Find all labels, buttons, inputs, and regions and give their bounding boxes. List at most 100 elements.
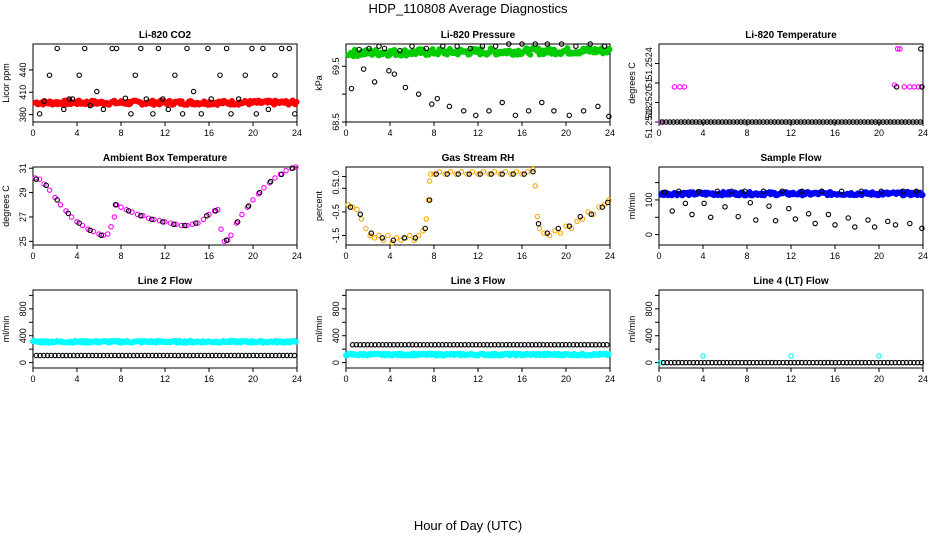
data-point: [90, 228, 97, 235]
data-point: [234, 219, 241, 225]
data-point: [171, 352, 178, 359]
data-point: [195, 220, 201, 226]
data-point: [354, 206, 360, 213]
data-point: [776, 359, 783, 366]
data-point: [171, 221, 177, 228]
data-point: [194, 352, 200, 359]
data-point: [168, 352, 174, 359]
panel-5: Gas Stream RH percent 0 4 8 12 16 20 24 -1.5 -0.5 0…: [314, 153, 615, 261]
data-point: [164, 352, 170, 359]
data-point: [371, 79, 378, 85]
data-point: [412, 235, 419, 241]
data-point: [127, 352, 133, 359]
data-point: [817, 359, 824, 366]
panel-9: Line 4 (LT) Flow ml/min 0 4 8 12 16 20 24 0 400 800: [627, 276, 928, 384]
y-tick-label: 31: [18, 163, 28, 173]
x-tick-label: 24: [605, 128, 615, 138]
data-point: [76, 220, 82, 226]
data-point: [94, 88, 100, 95]
series-2: [659, 46, 925, 125]
data-point: [671, 84, 678, 90]
data-point: [782, 119, 789, 125]
data-point: [780, 359, 786, 366]
y-tick-label: 0: [644, 232, 654, 237]
data-point: [423, 216, 430, 222]
data-point: [193, 220, 199, 226]
data-point: [426, 178, 433, 184]
data-point: [272, 352, 279, 359]
data-point: [372, 342, 378, 348]
data-point: [548, 342, 554, 348]
data-point: [134, 352, 141, 359]
data-point: [766, 203, 772, 209]
data-point: [573, 43, 579, 49]
data-point: [435, 342, 442, 348]
x-tick-label: 16: [830, 374, 840, 384]
data-point: [589, 342, 595, 348]
data-point: [894, 46, 901, 52]
data-point: [832, 222, 838, 228]
data-point: [69, 96, 76, 102]
data-point: [566, 112, 573, 119]
data-point: [401, 235, 408, 241]
data-point: [278, 45, 285, 52]
data-point: [746, 359, 753, 366]
data-point: [896, 359, 902, 366]
data-point: [857, 119, 864, 125]
panel-title: Li-820 Temperature: [745, 30, 837, 41]
data-point: [790, 119, 796, 125]
data-point: [840, 359, 846, 366]
data-point: [745, 119, 752, 125]
x-tick-label: 20: [874, 374, 884, 384]
x-tick-label: 0: [656, 128, 661, 138]
data-point: [224, 352, 230, 359]
data-point: [731, 359, 738, 366]
data-point: [278, 171, 285, 178]
data-point: [876, 353, 882, 359]
plot-frame: [658, 166, 924, 246]
data-point: [89, 352, 96, 359]
x-tick-label: 8: [118, 374, 123, 384]
data-point: [713, 359, 719, 366]
panel-title: Ambient Box Temperature: [103, 153, 228, 164]
data-point: [348, 85, 355, 92]
series-2: [36, 45, 298, 117]
data-point: [179, 111, 186, 117]
data-point: [907, 220, 913, 227]
x-tick-label: 24: [918, 251, 928, 261]
data-point: [716, 359, 723, 366]
x-tick-label: 4: [700, 128, 705, 138]
data-point: [44, 352, 51, 359]
x-tick-label: 0: [30, 128, 35, 138]
data-point: [779, 188, 785, 195]
series-2: [348, 41, 612, 120]
x-tick-label: 0: [343, 251, 348, 261]
data-point: [55, 352, 62, 359]
data-point: [402, 342, 408, 348]
data-point: [686, 359, 693, 366]
data-point: [41, 98, 47, 104]
data-point: [881, 359, 887, 366]
data-point: [242, 72, 249, 78]
data-point: [786, 119, 793, 125]
data-point: [385, 232, 391, 239]
data-point: [779, 119, 785, 125]
data-point: [587, 41, 593, 47]
x-tick-label: 4: [700, 374, 705, 384]
data-point: [145, 215, 152, 221]
data-point: [361, 342, 367, 348]
x-tick-label: 0: [343, 374, 348, 384]
data-point: [67, 352, 73, 359]
data-point: [422, 225, 428, 232]
x-tick-label: 12: [473, 128, 483, 138]
data-point: [885, 359, 891, 366]
data-point: [394, 342, 401, 348]
data-point: [872, 119, 879, 125]
data-point: [544, 41, 551, 47]
x-tick-label: 8: [431, 251, 436, 261]
data-point: [806, 359, 813, 366]
data-point: [903, 359, 910, 366]
data-point: [668, 359, 674, 366]
data-point: [460, 108, 467, 114]
data-point: [771, 119, 778, 125]
